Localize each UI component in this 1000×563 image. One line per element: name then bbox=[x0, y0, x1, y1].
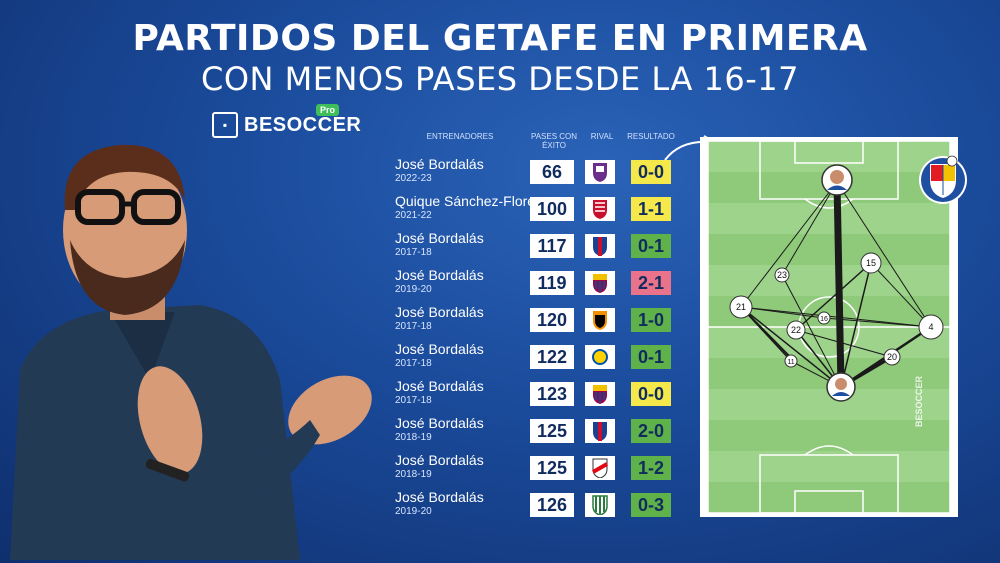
passes-value: 125 bbox=[530, 419, 574, 443]
barcelona-crest-icon bbox=[585, 271, 615, 295]
eibar-crest-icon bbox=[585, 234, 615, 258]
result-value: 0-0 bbox=[631, 382, 671, 406]
coach-photo bbox=[10, 144, 372, 560]
result-value: 1-0 bbox=[631, 308, 671, 332]
player-node: 16 bbox=[817, 311, 831, 325]
coach-name: Quique Sánchez-Flores bbox=[395, 193, 543, 209]
player-number: 16 bbox=[820, 316, 828, 323]
coach-name: José Bordalás bbox=[395, 156, 484, 172]
result-value: 0-0 bbox=[631, 160, 671, 184]
player-node: 23 bbox=[774, 267, 790, 283]
player-number: 11 bbox=[787, 359, 794, 366]
header-rival: RIVAL bbox=[590, 132, 614, 141]
coach-name: José Bordalás bbox=[395, 304, 484, 320]
result-value: 1-1 bbox=[631, 197, 671, 221]
season: 2018-19 bbox=[395, 432, 432, 443]
player-node: 20 bbox=[883, 348, 901, 366]
season: 2017-18 bbox=[395, 321, 432, 332]
season: 2017-18 bbox=[395, 395, 432, 406]
passes-value: 66 bbox=[530, 160, 574, 184]
result-value: 0-1 bbox=[631, 345, 671, 369]
season: 2017-18 bbox=[395, 358, 432, 369]
player-number: 21 bbox=[736, 302, 746, 312]
result-value: 0-1 bbox=[631, 234, 671, 258]
passes-value: 117 bbox=[530, 234, 574, 258]
coach-name: José Bordalás bbox=[395, 489, 484, 505]
match-row: José Bordalás 2017-18 117 0-1 bbox=[395, 230, 685, 264]
pitch-stripes bbox=[708, 141, 950, 513]
match-row: José Bordalás 2018-19 125 1-2 bbox=[395, 452, 685, 486]
season: 2022-23 bbox=[395, 173, 432, 184]
brand-name: BESOCCER bbox=[244, 113, 362, 136]
match-row: José Bordalás 2018-19 125 2-0 bbox=[395, 415, 685, 449]
getafe-crest-icon bbox=[919, 155, 967, 204]
passes-value: 125 bbox=[530, 456, 574, 480]
season: 2019-20 bbox=[395, 506, 432, 517]
season: 2017-18 bbox=[395, 247, 432, 258]
player-number: 23 bbox=[777, 270, 787, 280]
passes-value: 120 bbox=[530, 308, 574, 332]
match-row: José Bordalás 2019-20 126 0-3 bbox=[395, 489, 685, 523]
player-node: 11 bbox=[784, 354, 798, 368]
besoccer-logo: ▪ BESOCCER Pro bbox=[212, 104, 362, 138]
barcelona-crest-icon bbox=[585, 382, 615, 406]
title-line-1: PARTIDOS DEL GETAFE EN PRIMERA bbox=[132, 18, 868, 59]
player-node: 21 bbox=[729, 295, 753, 319]
match-row: José Bordalás 2017-18 120 1-0 bbox=[395, 304, 685, 338]
match-row: Quique Sánchez-Flores 2021-22 100 1-1 bbox=[395, 193, 685, 227]
match-row: José Bordalás 2019-20 119 2-1 bbox=[395, 267, 685, 301]
result-value: 0-3 bbox=[631, 493, 671, 517]
coach-name: José Bordalás bbox=[395, 415, 484, 431]
player-number: 4 bbox=[928, 322, 933, 332]
passes-value: 122 bbox=[530, 345, 574, 369]
leganes-crest-icon bbox=[585, 493, 615, 517]
result-value: 2-1 bbox=[631, 271, 671, 295]
pro-badge: Pro bbox=[316, 104, 340, 116]
title-line-2: CON MENOS PASES DESDE LA 16-17 bbox=[200, 60, 800, 98]
match-row: José Bordalás 2017-18 123 0-0 bbox=[395, 378, 685, 412]
coach-name: José Bordalás bbox=[395, 267, 484, 283]
coach-name: José Bordalás bbox=[395, 230, 484, 246]
player-node: 15 bbox=[860, 252, 882, 274]
season: 2021-22 bbox=[395, 210, 432, 221]
coach-name: José Bordalás bbox=[395, 378, 484, 394]
pitch-lines bbox=[707, 140, 951, 514]
passes-value: 119 bbox=[530, 271, 574, 295]
match-row: José Bordalás 2022-23 66 0-0 bbox=[395, 156, 685, 190]
passes-value: 100 bbox=[530, 197, 574, 221]
passes-value: 123 bbox=[530, 382, 574, 406]
coach-name: José Bordalás bbox=[395, 452, 484, 468]
eibar-crest-icon bbox=[585, 419, 615, 443]
player-node: 22 bbox=[786, 320, 806, 340]
header-coach: ENTRENADORES bbox=[426, 132, 494, 141]
player-number: 22 bbox=[791, 325, 801, 335]
valladolid-crest-icon bbox=[585, 160, 615, 184]
player-number: 15 bbox=[866, 258, 876, 268]
player-top-avatar bbox=[821, 164, 853, 196]
match-row: José Bordalás 2017-18 122 0-1 bbox=[395, 341, 685, 375]
result-value: 1-2 bbox=[631, 456, 671, 480]
pass-network-pitch: 23 15 21 16 22 4 11 20 BESOCCER bbox=[700, 137, 958, 517]
season: 2018-19 bbox=[395, 469, 432, 480]
passes-value: 126 bbox=[530, 493, 574, 517]
watermark: BESOCCER bbox=[914, 375, 924, 427]
granada-crest-icon bbox=[585, 197, 615, 221]
valencia-crest-icon bbox=[585, 308, 615, 332]
las-palmas-crest-icon bbox=[585, 345, 615, 369]
header-passes: PASES CON ÉXITO bbox=[530, 132, 578, 150]
player-number: 20 bbox=[887, 352, 897, 362]
besoccer-mark-icon: ▪ bbox=[212, 112, 238, 138]
header-result: RESULTADO bbox=[627, 132, 675, 141]
player-bottom-avatar bbox=[826, 372, 856, 402]
rayo-crest-icon bbox=[585, 456, 615, 480]
result-value: 2-0 bbox=[631, 419, 671, 443]
season: 2019-20 bbox=[395, 284, 432, 295]
coach-name: José Bordalás bbox=[395, 341, 484, 357]
player-node: 4 bbox=[918, 314, 944, 340]
